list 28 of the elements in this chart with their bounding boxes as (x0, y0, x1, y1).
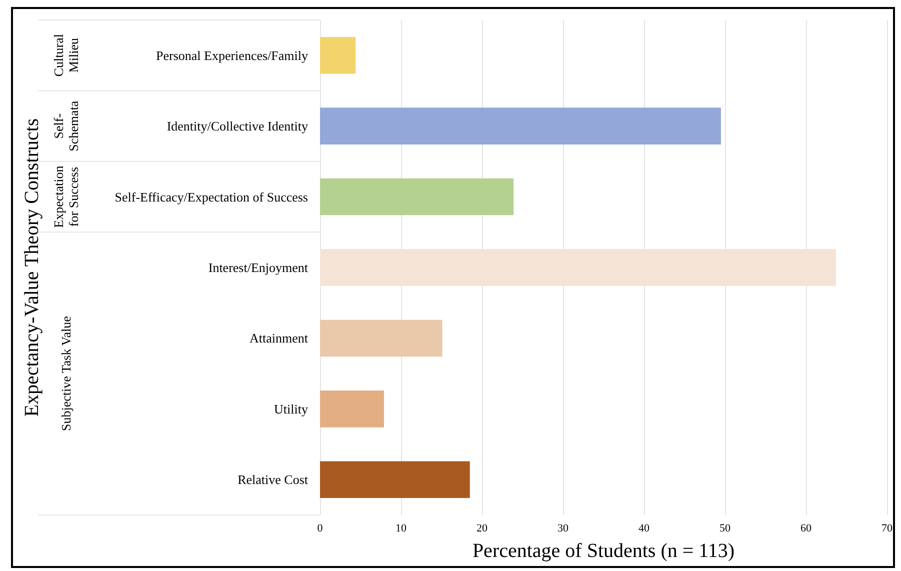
x-tick-label: 40 (638, 522, 650, 534)
x-axis-title: Percentage of Students (n = 113) (472, 540, 735, 562)
text: Cultural Milieu (51, 34, 81, 77)
x-tick-label: 10 (396, 522, 407, 534)
x-tick-label: 30 (558, 522, 569, 534)
x-tick-label: 0 (317, 522, 324, 534)
bar (320, 461, 470, 498)
x-tick-label: 60 (800, 522, 812, 534)
text: Subjective Task Value (58, 316, 74, 432)
bar (320, 390, 384, 428)
text: Expectation for Success (51, 165, 81, 228)
bar (320, 108, 721, 144)
x-tick-label: 50 (720, 522, 731, 534)
bar (320, 36, 356, 74)
y-tick-label: Attainment (250, 330, 308, 346)
y-tick-label: Personal Experiences/Family (156, 48, 308, 63)
bar (320, 178, 514, 216)
bar (320, 320, 442, 357)
y-tick-label: Utility (274, 401, 308, 416)
y-tick-label: Interest/Enjoyment (208, 260, 308, 275)
y-axis-title: Expectancy-Value Theory Constructs (21, 118, 43, 417)
x-tick-label: 70 (882, 522, 893, 534)
text: Self- Schemata (51, 100, 81, 152)
y-tick-label: Self-Efficacy/Expectation of Success (114, 189, 308, 204)
bar (320, 249, 836, 286)
x-tick-label: 20 (476, 522, 488, 534)
y-tick-label: Identity/Collective Identity (166, 118, 308, 134)
y-tick-label: Relative Cost (238, 472, 308, 488)
